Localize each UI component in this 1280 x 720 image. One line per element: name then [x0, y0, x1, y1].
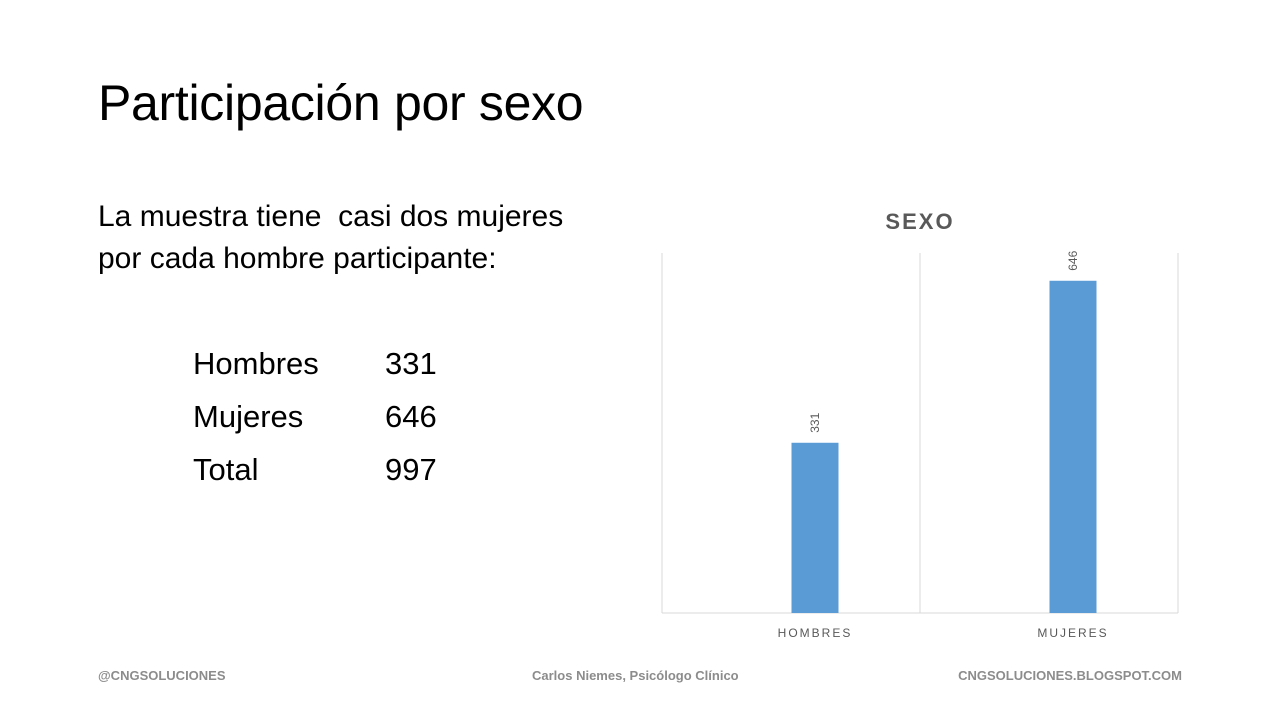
slide-title: Participación por sexo: [98, 75, 584, 131]
footer-handle: @CNGSOLUCIONES: [98, 668, 226, 683]
stats-label: Mujeres: [193, 398, 304, 434]
footer-blog-url: CNGSOLUCIONES.BLOGSPOT.COM: [958, 668, 1182, 683]
stats-row-total: Total 997: [193, 443, 437, 496]
data-label: 646: [1066, 250, 1080, 270]
stats-label: Hombres: [193, 345, 319, 381]
data-label: 331: [808, 412, 822, 432]
stats-label: Total: [193, 451, 259, 487]
x-tick-label: HOMBRES: [778, 626, 853, 640]
stats-value: 331: [385, 345, 437, 381]
chart-title: SEXO: [885, 209, 954, 234]
stats-value: 646: [385, 398, 437, 434]
intro-text: La muestra tiene casi dos mujeres por ca…: [98, 196, 638, 280]
intro-line-1: La muestra tiene casi dos mujeres: [98, 200, 564, 233]
bar-chart: SEXO 331 HOMBRES 646 MUJERES: [640, 195, 1200, 655]
bar-chart-svg: SEXO 331 HOMBRES 646 MUJERES: [661, 209, 1179, 640]
stats-value: 997: [385, 451, 437, 487]
stats-table: Hombres 331 Mujeres 646 Total 997: [193, 337, 437, 496]
stats-row-mujeres: Mujeres 646: [193, 390, 437, 443]
bar-hombres: [791, 442, 839, 613]
x-tick-label: MUJERES: [1037, 626, 1108, 640]
intro-line-2: por cada hombre participante:: [98, 242, 497, 275]
stats-row-hombres: Hombres 331: [193, 337, 437, 390]
footer-author: Carlos Niemes, Psicólogo Clínico: [532, 668, 739, 683]
bar-mujeres: [1049, 280, 1097, 613]
